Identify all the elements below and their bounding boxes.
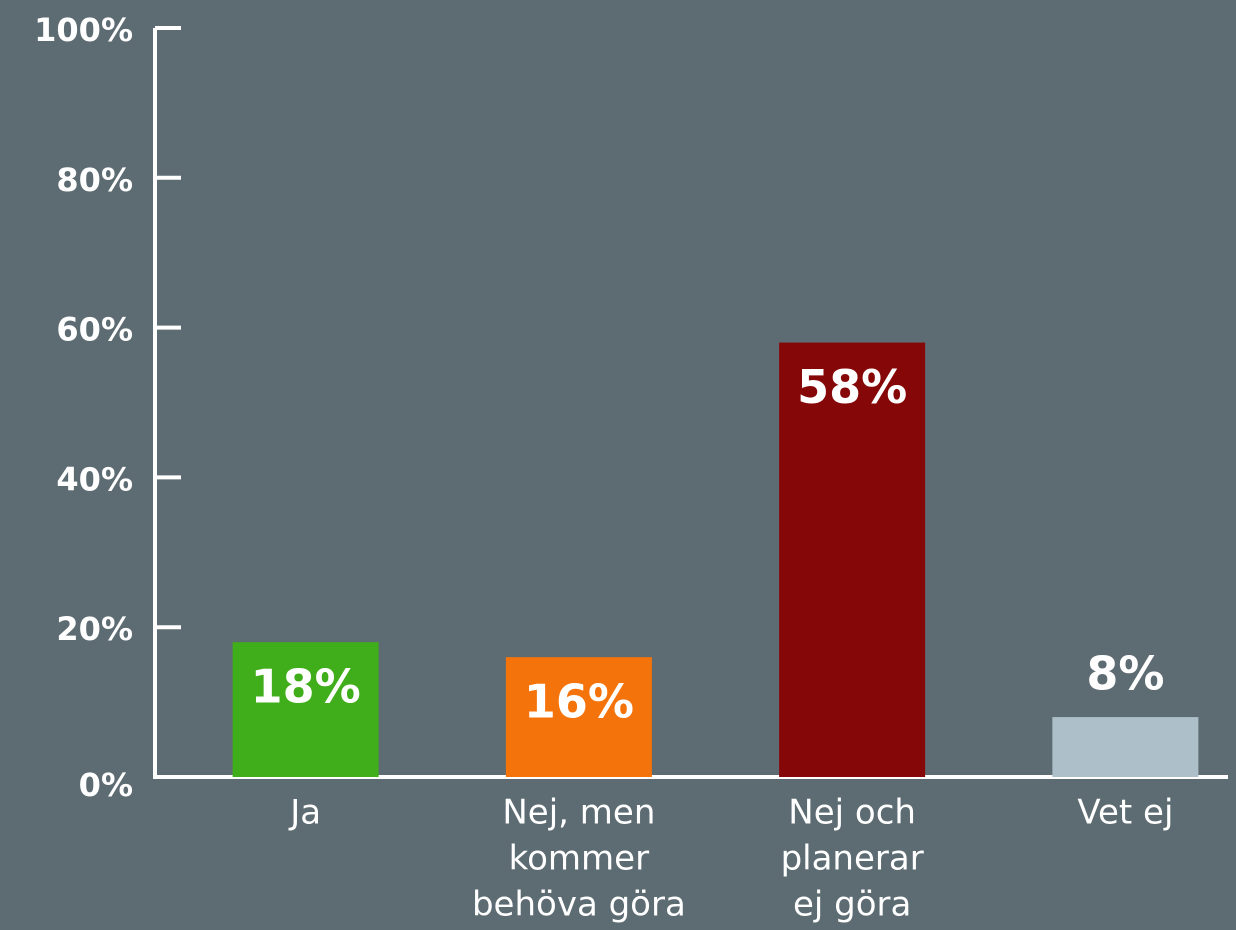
y-tick-label: 0% xyxy=(79,766,133,804)
y-tick-label: 80% xyxy=(56,161,133,199)
x-tick-label: Vet ej xyxy=(1077,793,1173,833)
x-tick-label: planerar xyxy=(781,839,924,879)
y-tick-label: 60% xyxy=(56,311,133,349)
x-tick-label: Nej, men xyxy=(502,793,655,833)
value-label: 18% xyxy=(251,660,361,714)
value-label: 8% xyxy=(1086,647,1164,701)
bar xyxy=(505,657,652,777)
x-tick-label: kommer xyxy=(509,839,649,879)
bar xyxy=(779,342,926,777)
bar xyxy=(1052,717,1199,777)
x-tick-label: ej göra xyxy=(793,885,911,925)
x-tick-label: Ja xyxy=(288,793,321,833)
value-label: 16% xyxy=(524,675,634,729)
value-label: 58% xyxy=(797,360,907,414)
y-tick-label: 20% xyxy=(56,610,133,648)
y-tick-label: 40% xyxy=(56,460,133,498)
x-tick-label: Nej och xyxy=(788,793,916,833)
y-tick-label: 100% xyxy=(34,11,133,49)
x-tick-label: behöva göra xyxy=(472,885,686,925)
bar xyxy=(232,642,379,777)
